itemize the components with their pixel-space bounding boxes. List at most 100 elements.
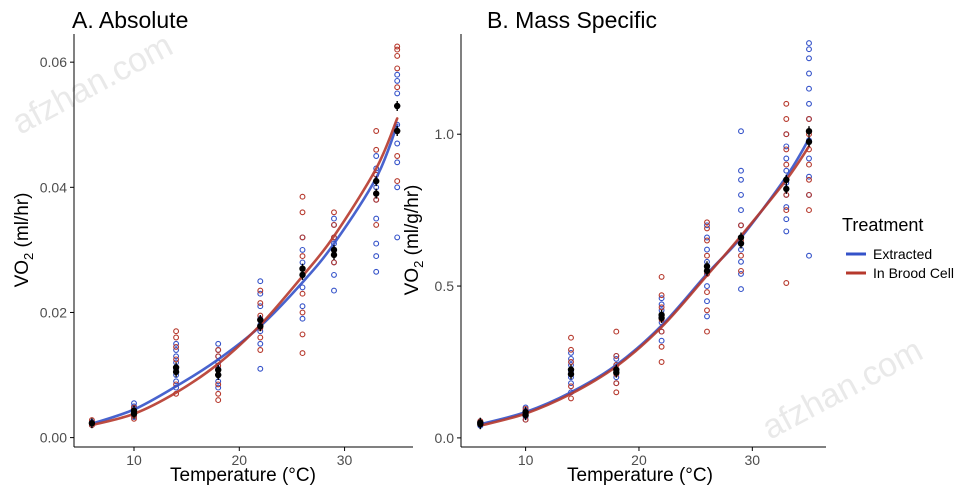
data-point-in-brood-cell [373, 221, 380, 228]
mean-point [567, 366, 575, 373]
mean-point [299, 265, 306, 272]
fit-line-in-brood-cell [479, 145, 811, 427]
data-point-extracted [173, 353, 180, 360]
data-point-extracted [783, 143, 790, 150]
data-point-extracted [704, 246, 710, 253]
data-point-extracted [783, 216, 790, 223]
data-point-in-brood-cell [299, 331, 306, 338]
data-point-extracted [658, 337, 665, 344]
x-tick-label: 20 [631, 452, 647, 468]
data-point-extracted [738, 167, 744, 174]
data-point-extracted [806, 85, 812, 92]
data-point-extracted [783, 167, 790, 174]
y-axis-label-unit: (ml/hr) [12, 193, 33, 253]
data-point-in-brood-cell [806, 161, 812, 168]
legend-label-extracted: Extracted [873, 246, 932, 262]
mean-point [257, 323, 264, 330]
data-point-extracted [257, 365, 264, 372]
data-point-in-brood-cell [806, 207, 812, 214]
data-point-extracted [257, 340, 264, 347]
y-axis-label-subscript: 2 [411, 261, 426, 268]
data-point-extracted [394, 159, 401, 166]
data-point-extracted [806, 70, 812, 77]
x-axis-label: Temperature (°C) [567, 465, 713, 486]
data-point-in-brood-cell [783, 100, 790, 107]
data-point-extracted [299, 284, 306, 291]
data-point-in-brood-cell [658, 292, 665, 299]
data-point-in-brood-cell [658, 328, 665, 335]
mean-point [703, 263, 711, 270]
data-point-in-brood-cell [568, 359, 574, 365]
y-ticks: 0.0 0.5 1.0 [435, 126, 461, 446]
data-point-in-brood-cell [738, 222, 744, 229]
data-point-in-brood-cell [373, 146, 380, 153]
data-point-in-brood-cell [394, 43, 401, 50]
chart-title: A. Absolute [72, 7, 188, 33]
data-point-extracted [257, 278, 264, 285]
data-point-in-brood-cell [173, 343, 180, 350]
data-point-extracted [704, 313, 710, 320]
mean-point [373, 190, 380, 197]
mean-point [613, 366, 620, 373]
data-point-extracted [806, 173, 812, 180]
mean-point [394, 127, 401, 135]
mean-point [257, 316, 264, 324]
data-point-extracted [568, 349, 574, 356]
data-point-in-brood-cell [394, 153, 401, 159]
data-point-in-brood-cell [783, 146, 790, 153]
data-point-in-brood-cell [704, 289, 710, 296]
data-point-in-brood-cell [783, 161, 790, 168]
x-ticks: 10 20 30 [518, 447, 760, 468]
data-point-in-brood-cell [568, 334, 574, 341]
data-point-in-brood-cell [299, 350, 306, 357]
data-point-in-brood-cell [783, 280, 790, 286]
data-point-in-brood-cell [331, 259, 337, 266]
mean-point [373, 177, 380, 185]
data-point-extracted [783, 204, 790, 211]
data-point-extracted [394, 71, 401, 78]
mean-point [658, 311, 665, 319]
data-point-extracted [658, 295, 665, 302]
x-tick-label: 30 [745, 452, 761, 468]
mean-point [299, 271, 306, 279]
mean-point [477, 419, 484, 426]
data-point-extracted [331, 215, 337, 222]
data-point-extracted [299, 315, 306, 322]
data-point-in-brood-cell [783, 116, 790, 122]
data-point-in-brood-cell [299, 209, 306, 216]
data-point-extracted [568, 380, 574, 387]
data-point-in-brood-cell [613, 352, 620, 359]
mean-point [805, 128, 813, 135]
data-point-extracted [568, 355, 574, 362]
y-tick-label: 0.5 [435, 278, 455, 294]
data-point-extracted [394, 184, 401, 191]
data-point-extracted [783, 228, 790, 235]
data-point-extracted [394, 77, 401, 84]
data-point-extracted [613, 355, 620, 362]
data-point-in-brood-cell [373, 128, 380, 134]
mean-point [130, 407, 138, 414]
data-point-in-brood-cell [613, 389, 620, 396]
data-point-in-brood-cell [658, 304, 665, 311]
mean-point [394, 102, 401, 110]
data-point-extracted [738, 128, 744, 135]
data-point-in-brood-cell [299, 193, 306, 200]
y-tick-label: 0.04 [40, 179, 67, 195]
mean-markers [88, 101, 401, 429]
data-point-in-brood-cell [215, 347, 222, 353]
y-axis-label: VO2 (ml/g/hr) [402, 185, 426, 296]
legend-title: Treatment [842, 215, 923, 235]
mean-point [215, 366, 222, 374]
data-point-extracted [173, 340, 180, 347]
y-axis-label-main: VO [402, 268, 423, 295]
data-point-extracted [373, 240, 380, 247]
panel-mass-specific: B. Mass Specific 10 20 30 0.0 0.5 1.0 Temper… [402, 7, 826, 486]
data-point-extracted [806, 252, 812, 259]
data-point-extracted [806, 100, 812, 107]
data-point-in-brood-cell [394, 84, 401, 91]
fit-lines [479, 137, 811, 427]
data-point-in-brood-cell [568, 395, 574, 402]
data-point-in-brood-cell [613, 380, 620, 387]
data-point-in-brood-cell [257, 300, 264, 307]
mean-point [522, 408, 529, 416]
